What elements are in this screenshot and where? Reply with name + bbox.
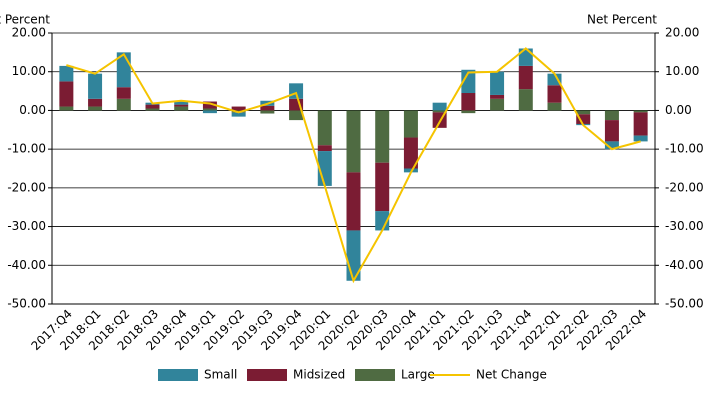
bar-segment [88, 106, 103, 111]
bar-segment [59, 65, 74, 82]
y-tick-label: -30.00 [7, 219, 46, 233]
y2-tick-label: -30.00 [665, 219, 704, 233]
bar-segment [518, 65, 533, 90]
legend-label: Midsized [293, 368, 345, 382]
bar-segment [490, 94, 505, 99]
bar-segment [116, 98, 131, 111]
bar-segment [260, 105, 275, 111]
legend-swatch [158, 369, 198, 381]
bar-segment [202, 101, 217, 109]
bar-segment [174, 100, 189, 105]
bar-segment [145, 104, 160, 109]
y-tick-label: 0.00 [19, 103, 46, 117]
bar-segment [59, 106, 74, 111]
bar-segment [461, 93, 476, 111]
bar-segment [461, 69, 476, 94]
y2-tick-label: -10.00 [665, 142, 704, 156]
bar-segment [317, 145, 332, 152]
y2-tick-label: -20.00 [665, 180, 704, 194]
bar-segment [145, 108, 160, 111]
bar-segment [289, 110, 304, 121]
y2-tick-label: -50.00 [665, 297, 704, 311]
bar-segment [490, 98, 505, 111]
bar-segment [59, 81, 74, 107]
y2-tick-label: 10.00 [665, 64, 699, 78]
bar-segment [375, 162, 390, 212]
legend-label: Small [204, 368, 237, 382]
bar-segment [88, 98, 103, 107]
bar-segment [604, 110, 619, 121]
bar-segment [432, 102, 447, 111]
bar-segment [633, 112, 648, 136]
bar-segment [403, 137, 418, 169]
bar-segment [518, 89, 533, 111]
bar-segment [604, 141, 619, 150]
bar-segment [403, 110, 418, 138]
bar-segment [633, 135, 648, 142]
bar-segment [461, 110, 476, 114]
legend-swatch [355, 369, 395, 381]
y-tick-label: -40.00 [7, 258, 46, 272]
bar-segment [518, 48, 533, 66]
y-tick-label: 20.00 [12, 26, 46, 40]
net-line [66, 47, 641, 284]
y-axis-label: Net Percent [0, 13, 50, 27]
bar-segment [231, 112, 246, 117]
bar-segment [289, 98, 304, 111]
bar-segment [174, 104, 189, 107]
legend-label: Net Change [476, 368, 547, 382]
bar-segment [633, 110, 648, 113]
y-tick-label: -20.00 [7, 180, 46, 194]
y-tick-label: -50.00 [7, 297, 46, 311]
y2-tick-label: 20.00 [665, 26, 699, 40]
y2-tick-label: -40.00 [665, 258, 704, 272]
bar-segment [576, 110, 591, 115]
bar-segment [346, 110, 361, 173]
legend-label: Large [401, 368, 435, 382]
bar-segment [547, 85, 562, 103]
bar-segment [317, 110, 332, 146]
bar-segment [202, 108, 217, 111]
bar-segment [174, 106, 189, 111]
legend-swatch [247, 369, 287, 381]
bar-segment [260, 110, 275, 114]
bar-segment [231, 106, 246, 111]
y-tick-label: -10.00 [7, 142, 46, 156]
bar-segment [576, 114, 591, 124]
bar-segment [346, 172, 361, 231]
bar-segment [375, 110, 390, 163]
bar-segment [202, 110, 217, 114]
bar-segment [547, 73, 562, 86]
y2-tick-label: 0.00 [665, 103, 692, 117]
bar-segment [88, 73, 103, 99]
bar-segment [490, 71, 505, 95]
y2-axis-label: Net Percent [587, 13, 657, 27]
bar-segment [289, 83, 304, 99]
bar-segment [116, 87, 131, 99]
bar-segment [547, 102, 562, 111]
bar-segment [432, 110, 447, 113]
y-tick-label: 10.00 [12, 64, 46, 78]
bar-segment [604, 120, 619, 142]
